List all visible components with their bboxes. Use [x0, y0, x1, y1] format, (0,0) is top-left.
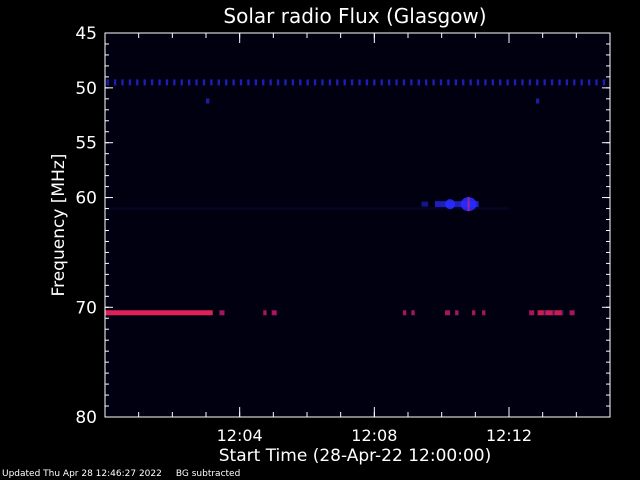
emission-14: [471, 310, 476, 316]
emission-13: [455, 310, 459, 316]
x-tick-label-1: 12:08: [351, 426, 397, 445]
y-axis-label: Frequency [MHz]: [49, 154, 69, 297]
emission-7: [219, 310, 225, 316]
bg-subtracted-note: BG subtracted: [175, 469, 241, 479]
emission-4: [421, 201, 429, 207]
x-tick-label-0: 12:04: [217, 426, 263, 445]
y-tick-label-0: 45: [75, 24, 97, 44]
emission-11: [411, 310, 415, 316]
emission-8: [263, 310, 267, 316]
emission-6: [105, 310, 213, 316]
chart-title: Solar radio Flux (Glasgow): [223, 4, 486, 28]
emission-15: [482, 310, 486, 316]
emission-17: [537, 310, 564, 316]
emission-12: [445, 310, 451, 316]
emission-16: [529, 310, 535, 316]
emission-10: [402, 310, 407, 316]
emission-18: [569, 310, 575, 316]
x-tick-label-2: 12:12: [486, 426, 532, 445]
emission-9: [271, 310, 277, 316]
emission-0: [106, 79, 606, 86]
updated-timestamp: Updated Thu Apr 28 12:46:27 2022: [2, 469, 162, 479]
plot-frame: [104, 32, 611, 418]
x-axis-label: Start Time (28-Apr-22 12:00:00): [219, 446, 491, 466]
emission-2: [535, 98, 540, 104]
y-tick-label-5: 80: [75, 408, 97, 428]
y-tick-label-4: 70: [75, 298, 97, 318]
y-tick-label-1: 50: [75, 79, 97, 99]
y-axis: 45 50 55 60 70 80: [75, 24, 610, 428]
emission-3: [105, 207, 509, 211]
emission-1: [206, 98, 210, 104]
footer: Updated Thu Apr 28 12:46:27 2022 BG subtr…: [2, 469, 254, 479]
y-tick-label-2: 55: [75, 134, 97, 154]
emission-5: [434, 197, 479, 212]
x-axis: 12:04 12:08 12:12: [104, 33, 611, 445]
emission-layer: [105, 79, 606, 316]
plot-area: [105, 33, 610, 417]
y-tick-label-3: 60: [75, 189, 97, 209]
